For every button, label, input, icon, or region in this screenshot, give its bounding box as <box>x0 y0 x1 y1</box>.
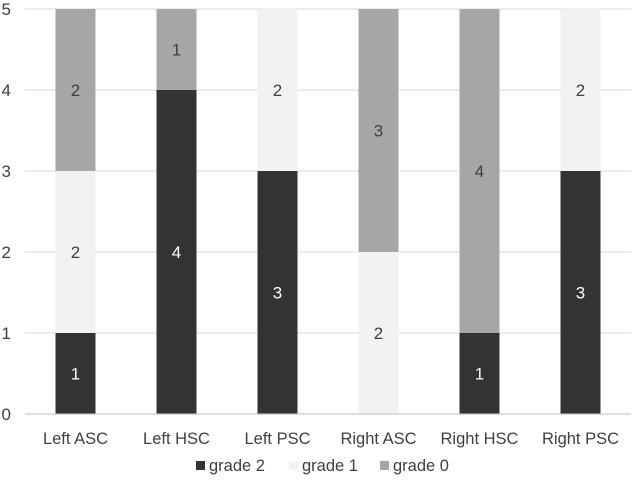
data-label: 3 <box>374 122 383 141</box>
bar-segment <box>560 171 601 414</box>
legend-swatch <box>380 461 389 470</box>
bar-segment <box>358 9 399 252</box>
x-tick-label: Left ASC <box>43 430 108 448</box>
data-label: 2 <box>374 324 383 343</box>
bar-segment <box>156 90 197 414</box>
legend-swatch <box>196 461 205 470</box>
x-tick-label: Right ASC <box>340 430 416 448</box>
data-label: 3 <box>576 284 585 303</box>
data-label: 2 <box>576 81 585 100</box>
axes: 0 1 2 3 4 5 Left ASC Left HSC Left PSC Right ASC R… <box>2 0 631 448</box>
bar-segment <box>55 9 96 171</box>
bar-segment <box>257 171 298 414</box>
bar-segment <box>560 9 601 171</box>
y-tick-label: 2 <box>2 243 11 262</box>
y-tick-label: 4 <box>2 81 11 100</box>
data-label: 1 <box>475 365 484 384</box>
bar-segment <box>55 171 96 333</box>
y-tick-label: 1 <box>2 324 11 343</box>
x-tick-label: Left HSC <box>143 430 210 448</box>
data-label: 1 <box>71 365 80 384</box>
legend-label: grade 0 <box>393 457 449 475</box>
data-label: 4 <box>475 162 484 181</box>
data-label: 2 <box>273 81 282 100</box>
y-tick-label: 5 <box>2 0 11 19</box>
x-tick-label: Left PSC <box>244 430 310 448</box>
bar-segment <box>459 9 500 333</box>
bars: 1 2 2 4 1 3 2 2 3 1 4 3 2 <box>55 9 601 414</box>
bar-segment <box>156 9 197 90</box>
data-label: 2 <box>71 81 80 100</box>
bar-segment <box>55 333 96 414</box>
bar-segment <box>459 333 500 414</box>
gridlines <box>25 8 631 334</box>
legend-label: grade 1 <box>302 457 358 475</box>
legend: grade 2 grade 1 grade 0 <box>196 457 449 475</box>
data-label: 4 <box>172 243 181 262</box>
data-label: 2 <box>71 243 80 262</box>
y-tick-label: 3 <box>2 162 11 181</box>
legend-label: grade 2 <box>209 457 265 475</box>
x-tick-label: Right HSC <box>441 430 519 448</box>
x-tick-label: Right PSC <box>542 430 619 448</box>
data-label: 3 <box>273 284 282 303</box>
y-tick-label: 0 <box>2 405 11 424</box>
legend-swatch <box>289 461 298 470</box>
bar-segment <box>257 9 298 171</box>
data-label: 1 <box>172 41 181 60</box>
bar-segment <box>358 252 399 414</box>
